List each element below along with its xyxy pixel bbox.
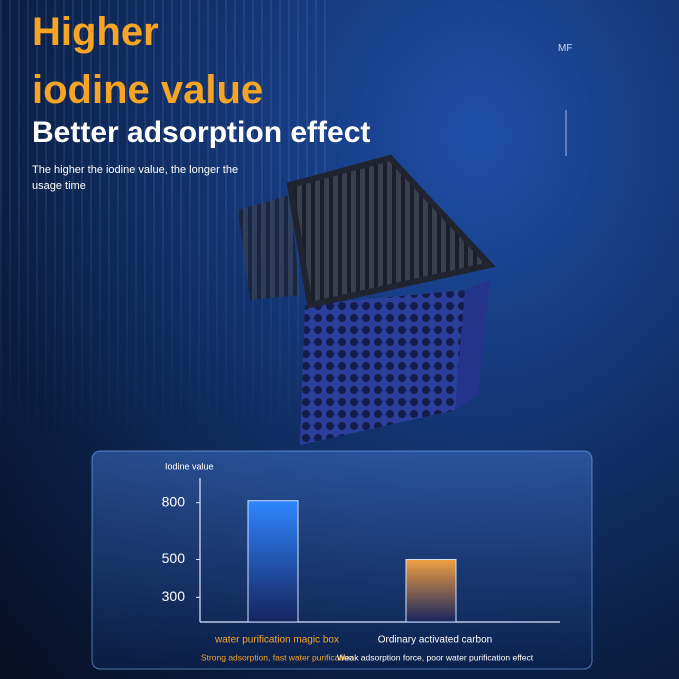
category-note: Weak adsorption force, poor water purifi… [337,652,534,662]
category-label: Ordinary activated carbon [378,635,493,646]
product-box [238,154,496,445]
chart: 300 500 800 water purification magic box Str… [162,478,560,662]
y-tick-label: 800 [162,493,186,509]
category-label: water purification magic box [214,635,339,646]
y-axis-label: Iodine value [165,461,214,471]
category-note: Strong adsorption, fast water purificati… [201,652,353,662]
chart-panel [91,450,593,670]
bar [405,558,457,623]
y-tick-label: 500 [162,550,186,566]
title-line: Higher [32,10,159,54]
title-line: iodine value [32,68,264,112]
subtitle: Better adsorption effect [32,116,371,149]
description: The higher the iodine value, the longer … [32,164,239,192]
y-tick-label: 300 [162,588,186,604]
brand-mark: MF [558,43,573,54]
bar [247,500,299,623]
